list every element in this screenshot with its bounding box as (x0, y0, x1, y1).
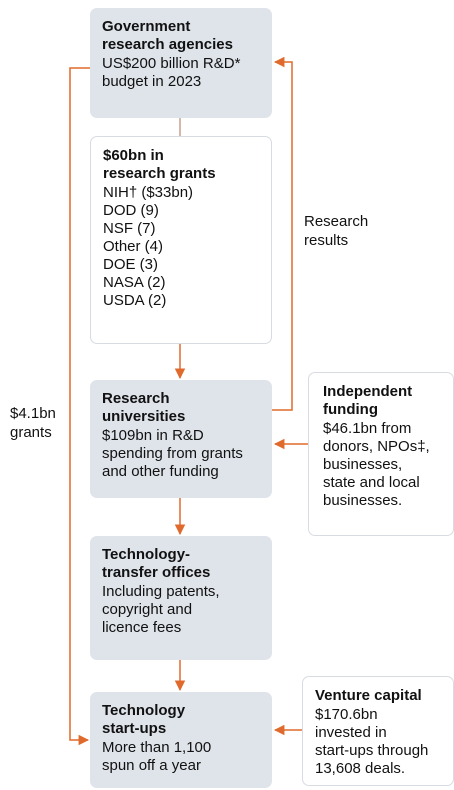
node-body: Including patents, copyright and licence f… (102, 583, 260, 637)
node-box: $60bn in research grants NIH† ($33bn) DOD (… (90, 136, 272, 344)
body-line: donors, NPOs‡, (323, 438, 430, 455)
body-line: More than 1,100 (102, 739, 212, 756)
body-line: $109bn in R&D (102, 427, 204, 444)
body-line: licence fees (102, 619, 182, 636)
node-title: Research universities (102, 390, 260, 426)
title-line: research grants (103, 165, 216, 182)
body-line: invested in (315, 724, 387, 741)
body-line: budget in 2023 (102, 73, 202, 90)
node-box: Government research agencies US$200 billio… (90, 8, 272, 118)
body-line: US$200 billion R&D* (102, 55, 241, 72)
title-line: transfer offices (102, 564, 211, 581)
node-title: $60bn in research grants (103, 147, 259, 183)
title-line: universities (102, 408, 186, 425)
title-line: start-ups (102, 720, 167, 737)
title-line: Research (102, 390, 170, 407)
body-line: Other (4) (103, 238, 164, 255)
node-box: Technology start-ups More than 1,100 spun o… (90, 692, 272, 788)
node-box: Technology-transfer offices Including pat… (90, 536, 272, 660)
body-line: businesses, (323, 456, 403, 473)
node-body: NIH† ($33bn) DOD (9) NSF (7) Other (4) DOE (… (103, 184, 259, 310)
body-line: spun off a year (102, 757, 201, 774)
title-line: $60bn in (103, 147, 164, 164)
arrow (69, 67, 90, 746)
node-title: Government research agencies (102, 18, 260, 54)
body-line: businesses. (323, 492, 403, 509)
body-line: Including patents, (102, 583, 220, 600)
label-line: Research (304, 213, 369, 230)
body-line: NASA (2) (103, 274, 166, 291)
title-line: Government (102, 18, 191, 35)
title-line: Venture capital (315, 687, 422, 704)
body-line: $46.1bn from (323, 420, 412, 437)
arrow (272, 56, 293, 411)
node-body: US$200 billion R&D* budget in 2023 (102, 55, 260, 91)
body-line: start-ups through (315, 742, 429, 759)
node-box: Independent funding $46.1bn from donors, NP… (308, 372, 454, 536)
body-line: spending from grants (102, 445, 243, 462)
label-line: results (304, 232, 349, 249)
body-line: NSF (7) (103, 220, 156, 237)
body-line: $170.6bn (315, 706, 378, 723)
node-box: Venture capital $170.6bn invested in start-… (302, 676, 454, 786)
edge-label: $4.1bn grants (10, 404, 56, 442)
node-box: Research universities $109bn in R&D spendin… (90, 380, 272, 498)
body-line: copyright and (102, 601, 193, 618)
body-line: and other funding (102, 463, 219, 480)
title-line: Technology (102, 702, 186, 719)
title-line: funding (323, 401, 378, 418)
node-body: More than 1,100 spun off a year (102, 739, 260, 775)
label-line: $4.1bn (10, 405, 56, 422)
body-line: state and local (323, 474, 420, 491)
title-line: Technology- (102, 546, 191, 563)
node-title: Venture capital (315, 687, 441, 705)
body-line: DOD (9) (103, 202, 159, 219)
label-line: grants (10, 424, 52, 441)
node-title: Technology-transfer offices (102, 546, 260, 582)
node-body: $170.6bn invested in start-ups through 13,6… (315, 706, 441, 778)
body-line: 13,608 deals. (315, 760, 406, 777)
node-title: Independent funding (323, 383, 441, 419)
body-line: USDA (2) (103, 292, 167, 309)
title-line: research agencies (102, 36, 233, 53)
title-line: Independent (323, 383, 413, 400)
edge-label: Research results (304, 212, 368, 250)
node-body: $46.1bn from donors, NPOs‡, businesses, sta… (323, 420, 441, 510)
node-body: $109bn in R&D spending from grants and oth… (102, 427, 260, 481)
body-line: DOE (3) (103, 256, 159, 273)
body-line: NIH† ($33bn) (103, 184, 194, 201)
node-title: Technology start-ups (102, 702, 260, 738)
